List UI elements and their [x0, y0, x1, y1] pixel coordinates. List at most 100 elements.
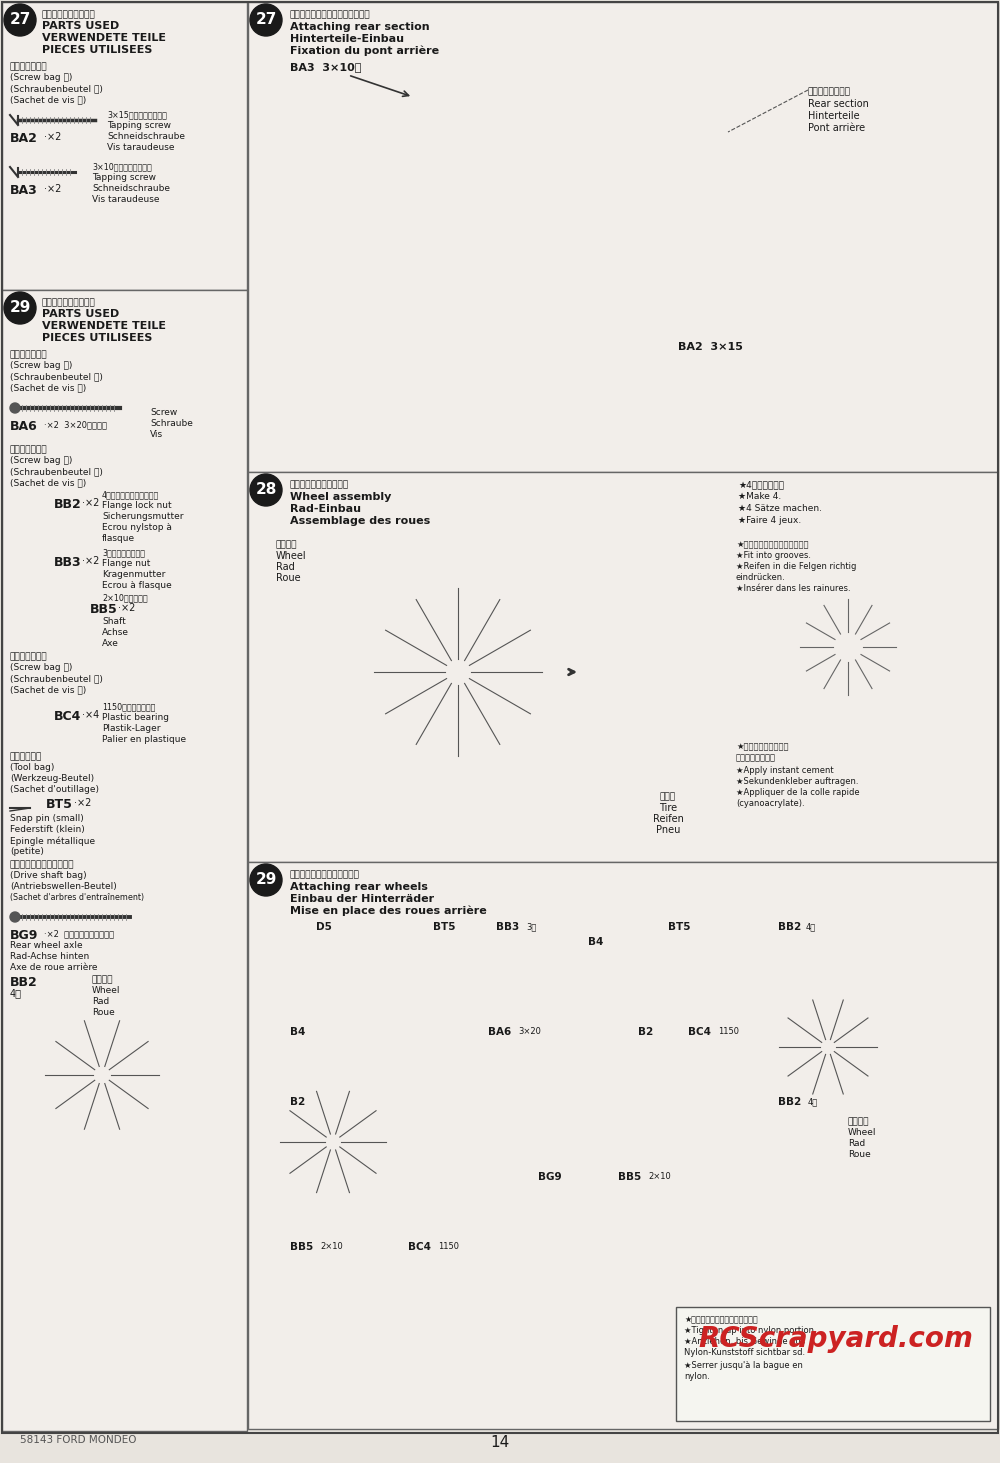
Circle shape [833, 632, 863, 661]
Text: Rad-Achse hinten: Rad-Achse hinten [10, 952, 89, 961]
Text: 58143 FORD MONDEO: 58143 FORD MONDEO [20, 1435, 136, 1445]
Text: 3㎜フランジナット: 3㎜フランジナット [102, 549, 145, 557]
Text: Roue: Roue [848, 1150, 871, 1159]
Circle shape [10, 911, 20, 922]
Text: BC4: BC4 [408, 1242, 431, 1252]
Text: （ビス袋詰Ｂ）: （ビス袋詰Ｂ） [10, 445, 48, 454]
Text: ホイール: ホイール [276, 540, 298, 549]
Text: Pont arrière: Pont arrière [808, 123, 865, 133]
Text: Tapping screw: Tapping screw [92, 173, 156, 181]
Text: Wheel assembly: Wheel assembly [290, 492, 391, 502]
Text: 4㎜: 4㎜ [10, 988, 22, 998]
Text: B2: B2 [290, 1097, 305, 1107]
Text: ★Make 4.: ★Make 4. [738, 492, 781, 500]
Circle shape [798, 597, 898, 696]
FancyBboxPatch shape [248, 1, 998, 473]
Text: (Sachet d'outillage): (Sachet d'outillage) [10, 786, 99, 794]
Text: Hinterteile-Einbau: Hinterteile-Einbau [290, 34, 404, 44]
Text: ホイール: ホイール [92, 974, 114, 985]
Text: Vis taraudeuse: Vis taraudeuse [107, 143, 175, 152]
Text: Mise en place des roues arrière: Mise en place des roues arrière [290, 906, 487, 916]
Text: Rad: Rad [92, 996, 109, 1007]
Text: (Antriebswellen-Beutel): (Antriebswellen-Beutel) [10, 882, 117, 891]
Text: BB5: BB5 [618, 1172, 641, 1182]
Text: (Schraubenbeutel Ｃ): (Schraubenbeutel Ｃ) [10, 674, 103, 683]
FancyBboxPatch shape [2, 1, 247, 290]
Text: Achse: Achse [102, 628, 129, 636]
Text: Kragenmutter: Kragenmutter [102, 571, 165, 579]
Text: Rad: Rad [848, 1140, 865, 1148]
Text: ★Appliquer de la colle rapide: ★Appliquer de la colle rapide [736, 789, 860, 797]
Text: BB3: BB3 [54, 556, 82, 569]
Text: BA3: BA3 [10, 184, 38, 198]
Text: ·×2: ·×2 [74, 797, 91, 808]
Circle shape [10, 402, 20, 413]
Text: Rear wheel axle: Rear wheel axle [10, 941, 83, 949]
Text: (Tool bag): (Tool bag) [10, 764, 54, 772]
Text: Rad: Rad [276, 562, 295, 572]
Circle shape [620, 604, 756, 740]
Text: （ビス袋詰Ａ）: （ビス袋詰Ａ） [10, 350, 48, 358]
Text: ★ナイロン部まで造し込みます。: ★ナイロン部まで造し込みます。 [684, 1315, 758, 1324]
Text: BG9: BG9 [10, 929, 38, 942]
Text: (Schraubenbeutel Ａ): (Schraubenbeutel Ａ) [10, 372, 103, 380]
Text: BA2: BA2 [10, 132, 38, 145]
Text: 3×15㎜タッピングビス: 3×15㎜タッピングビス [107, 110, 167, 119]
Text: ★Faire 4 jeux.: ★Faire 4 jeux. [738, 516, 801, 525]
Text: BC4: BC4 [54, 710, 81, 723]
Text: VERWENDETE TEILE: VERWENDETE TEILE [42, 320, 166, 331]
Text: ★Fit into grooves.: ★Fit into grooves. [736, 552, 811, 560]
Text: 27: 27 [255, 13, 277, 28]
Text: ★間隔接着剤をながし: ★間隔接着剤をながし [736, 742, 788, 751]
Text: ·×2  3×20㎜丸ビス: ·×2 3×20㎜丸ビス [44, 420, 107, 429]
Text: Epingle métallique: Epingle métallique [10, 835, 95, 846]
Text: PARTS USED: PARTS USED [42, 20, 119, 31]
Text: 2×10: 2×10 [320, 1242, 343, 1251]
Text: タイヤ: タイヤ [660, 791, 676, 802]
Text: Palier en plastique: Palier en plastique [102, 734, 186, 745]
Text: eindrücken.: eindrücken. [736, 573, 786, 582]
Text: 1150: 1150 [718, 1027, 739, 1036]
Text: 2×10㎜シャフト: 2×10㎜シャフト [102, 593, 148, 601]
Text: ·×2: ·×2 [82, 556, 99, 566]
Text: RCScrapyard.com: RCScrapyard.com [698, 1325, 973, 1353]
FancyBboxPatch shape [9, 606, 81, 614]
Text: リヤバルクヘッド: リヤバルクヘッド [808, 86, 851, 97]
Text: Screw: Screw [150, 408, 177, 417]
Text: 2×10: 2×10 [648, 1172, 671, 1181]
Text: BA3  3×10㎜: BA3 3×10㎜ [290, 61, 361, 72]
Text: Roue: Roue [276, 573, 301, 582]
Text: BB2: BB2 [54, 497, 82, 511]
Text: BB2: BB2 [778, 922, 801, 932]
Text: 4㎜フランジロックナット: 4㎜フランジロックナット [102, 490, 159, 499]
Text: PIECES UTILISEES: PIECES UTILISEES [42, 334, 152, 342]
Text: VERWENDETE TEILE: VERWENDETE TEILE [42, 34, 166, 42]
Text: Rad-Einbau: Rad-Einbau [290, 503, 361, 514]
Text: 29: 29 [255, 872, 277, 888]
Text: B4: B4 [588, 936, 603, 947]
Text: nylon.: nylon. [684, 1372, 710, 1381]
Circle shape [8, 808, 14, 812]
Text: BA6: BA6 [488, 1027, 511, 1037]
Text: Wheel: Wheel [848, 1128, 876, 1137]
Text: Assemblage des roues: Assemblage des roues [290, 516, 430, 527]
Text: BT5: BT5 [668, 922, 690, 932]
Text: Federstift (klein): Federstift (klein) [10, 825, 85, 834]
Text: ★4個作ります。: ★4個作ります。 [738, 480, 784, 489]
Text: Plastik-Lager: Plastik-Lager [102, 724, 160, 733]
Text: Fixation du pont arrière: Fixation du pont arrière [290, 45, 439, 57]
Text: BA2  3×15: BA2 3×15 [678, 342, 743, 353]
Text: ★Tighten up into nylon portion.: ★Tighten up into nylon portion. [684, 1325, 817, 1336]
Text: Axe de roue arrière: Axe de roue arrière [10, 963, 98, 971]
Text: BG9: BG9 [538, 1172, 562, 1182]
Text: BB3: BB3 [496, 922, 519, 932]
Text: Snap pin (small): Snap pin (small) [10, 813, 84, 824]
Text: BA6: BA6 [10, 420, 38, 433]
Text: BC4: BC4 [688, 1027, 711, 1037]
Text: Wheel: Wheel [276, 552, 307, 560]
Text: ★Reifen in die Felgen richtig: ★Reifen in die Felgen richtig [736, 562, 856, 571]
Text: 4㎜: 4㎜ [808, 1097, 818, 1106]
Text: ·×2: ·×2 [82, 497, 99, 508]
Text: (petite): (petite) [10, 847, 44, 856]
Text: BB5: BB5 [290, 1242, 313, 1252]
